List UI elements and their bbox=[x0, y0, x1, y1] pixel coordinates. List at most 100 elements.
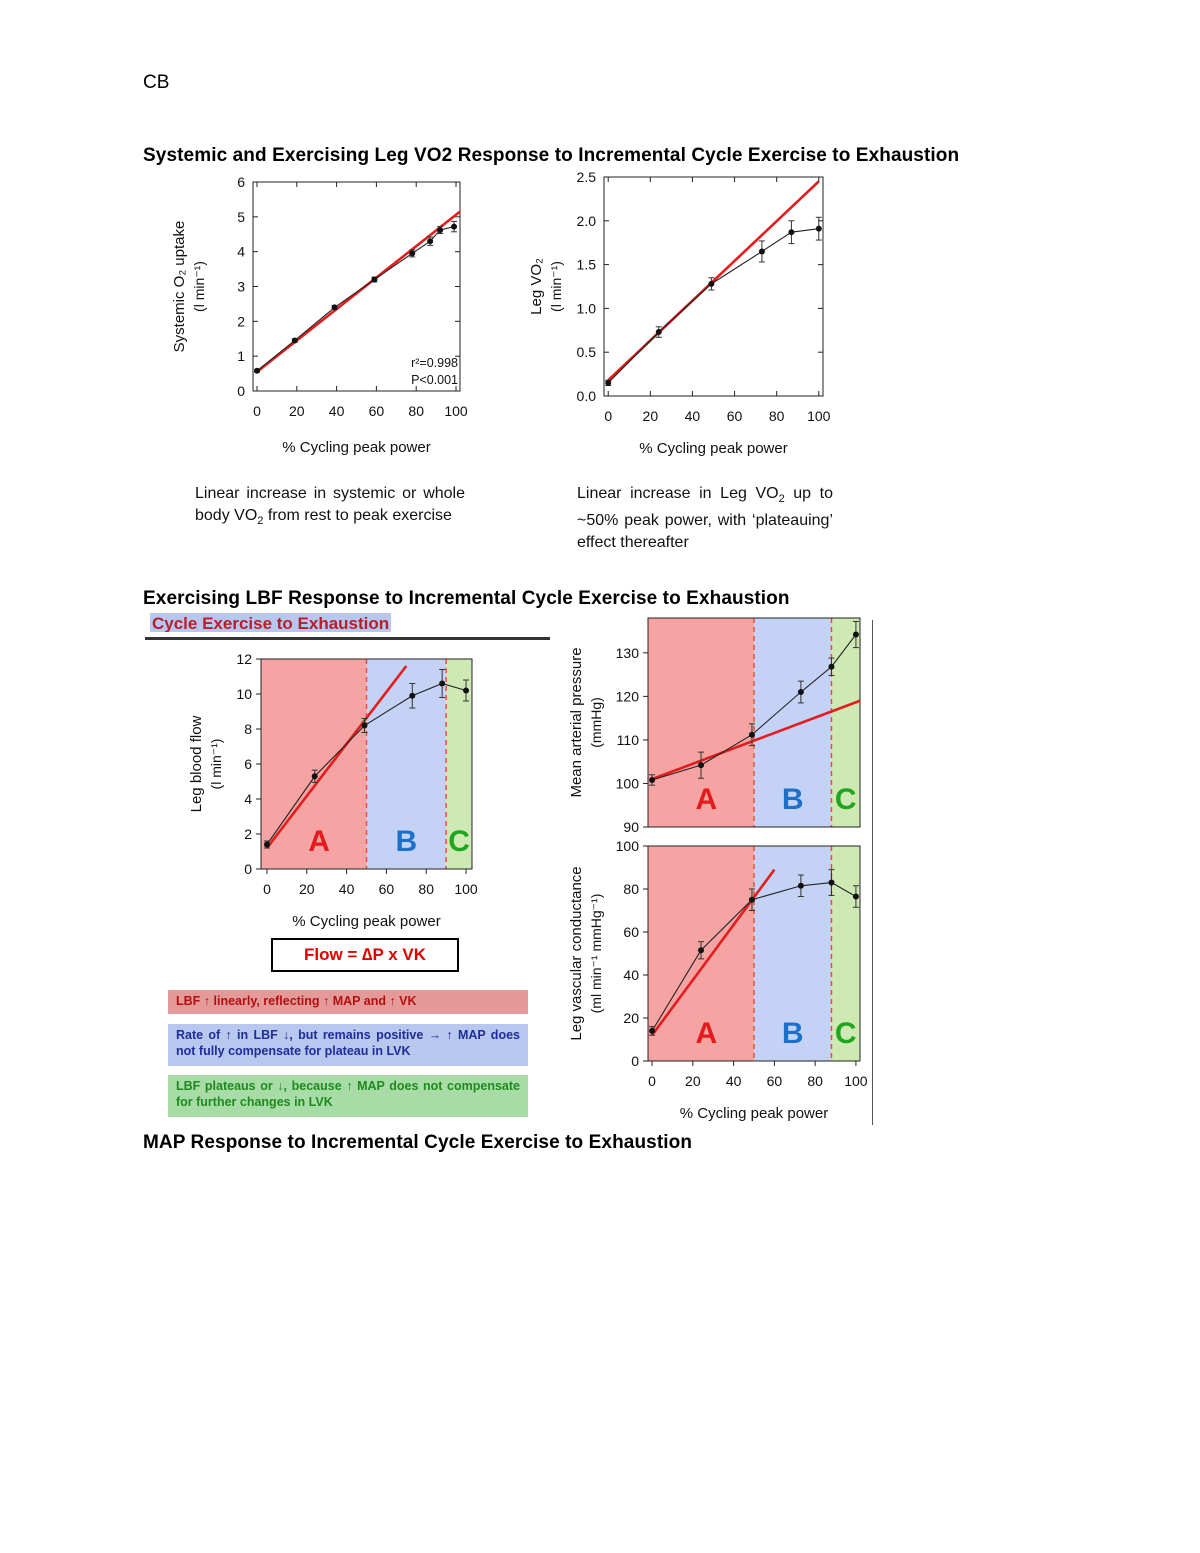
map-data-point bbox=[797, 689, 804, 696]
map-zone-a bbox=[648, 618, 754, 827]
lbf-x-tick-label: 60 bbox=[379, 881, 395, 897]
lvc-x-tick-label: 80 bbox=[807, 1073, 823, 1089]
systemic-y-tick-label: 6 bbox=[237, 174, 245, 190]
map-data-point bbox=[748, 731, 755, 738]
lvc-plot-frame bbox=[647, 845, 861, 1062]
map-zone-label-a: A bbox=[695, 783, 717, 816]
lvc-x-tick-label: 20 bbox=[685, 1073, 701, 1089]
map-y-tick-label: 130 bbox=[616, 645, 640, 661]
lbf-data-point bbox=[439, 680, 446, 687]
caption-leg-text-1: Linear increase in Leg VO bbox=[577, 485, 779, 502]
systemic-data-point bbox=[331, 304, 338, 311]
map-y-tick-label: 110 bbox=[617, 732, 640, 748]
map-y-tick-label: 100 bbox=[616, 775, 640, 791]
map-zone-label-c: C bbox=[835, 783, 857, 816]
systemic-x-tick-label: 0 bbox=[253, 403, 261, 419]
lbf-data-line bbox=[266, 682, 467, 845]
systemic-y-axis-units: (l min⁻¹) bbox=[191, 261, 207, 312]
map-data-point bbox=[698, 762, 704, 769]
systemic-y-tick-label: 3 bbox=[237, 279, 245, 295]
lvc-y-tick-label: 40 bbox=[623, 967, 639, 983]
systemic-y-axis-label: Systemic O₂ uptake bbox=[171, 221, 188, 353]
lbf-x-tick-label: 80 bbox=[418, 881, 434, 897]
systemic-stats-r2: r²=0.998 bbox=[411, 356, 458, 370]
lvc-y-axis-label: Leg vascular conductance bbox=[568, 866, 585, 1040]
leg_vo2-x-tick-label: 100 bbox=[807, 408, 831, 424]
heading-vo2: Systemic and Exercising Leg VO2 Response… bbox=[143, 145, 960, 166]
lbf-zone-label-a: A bbox=[308, 825, 330, 858]
leg_vo2-x-tick-label: 60 bbox=[727, 408, 743, 424]
lbf-zone-label-b: B bbox=[395, 825, 417, 858]
slide-divider bbox=[145, 637, 550, 640]
leg_vo2-plot-frame bbox=[603, 176, 824, 397]
systemic-y-tick-label: 0 bbox=[237, 383, 245, 399]
lbf-y-tick-label: 10 bbox=[236, 686, 252, 702]
leg_vo2-y-tick-label: 0.0 bbox=[577, 388, 597, 404]
lbf-x-axis-label: % Cycling peak power bbox=[292, 913, 440, 930]
caption-systemic-text-1: Linear increase in systemic or whole bod… bbox=[195, 485, 465, 524]
leg_vo2-x-tick-label: 0 bbox=[604, 408, 612, 424]
systemic-y-tick-label: 4 bbox=[237, 244, 245, 260]
systemic-stats-p: P<0.001 bbox=[411, 373, 458, 387]
map-data-line bbox=[651, 634, 857, 781]
systemic-data-point bbox=[409, 250, 416, 257]
slide-title-fragment: Cycle Exercise to Exhaustion bbox=[150, 613, 392, 632]
leg_vo2-y-axis-label: Leg VO₂ bbox=[528, 258, 545, 315]
map-data-point bbox=[828, 663, 835, 670]
leg_vo2-data-point bbox=[655, 329, 662, 336]
lbf-y-tick-label: 8 bbox=[244, 721, 252, 737]
systemic-x-tick-label: 100 bbox=[444, 403, 468, 419]
lbf-x-tick-label: 40 bbox=[339, 881, 355, 897]
lvc-data-point bbox=[698, 947, 704, 954]
systemic-data-point bbox=[371, 276, 378, 283]
leg-vascular-conductance-chart: A B C 0 20 40 60 80 100 0 20 40 60 80 100 % Cycling pea… bbox=[568, 840, 868, 1122]
lvc-x-axis-label: % Cycling peak power bbox=[680, 1105, 828, 1122]
map-y-axis-label: Mean arterial pressure bbox=[568, 647, 585, 797]
slide-right-border bbox=[872, 620, 873, 1125]
lvc-zone-label-a: A bbox=[695, 1017, 717, 1050]
band-c-note: LBF plateaus or ↓, because ↑ MAP does no… bbox=[168, 1075, 528, 1117]
lvc-y-tick-label: 0 bbox=[631, 1053, 639, 1069]
lvc-data-point bbox=[852, 893, 859, 900]
lbf-data-point bbox=[463, 687, 470, 694]
systemic-fit-line bbox=[256, 210, 461, 373]
lvc-data-point bbox=[828, 879, 835, 886]
systemic-x-axis-label: % Cycling peak power bbox=[282, 439, 430, 456]
lbf-y-tick-label: 2 bbox=[244, 826, 252, 842]
systemic-data-point bbox=[253, 367, 260, 374]
lbf-data-point bbox=[263, 841, 270, 848]
lbf-y-axis-label: Leg blood flow bbox=[188, 715, 205, 812]
lvc-data-point bbox=[748, 896, 755, 903]
caption-systemic-text-2: from rest to peak exercise bbox=[263, 507, 452, 524]
map-fit-line bbox=[651, 699, 861, 781]
lvc-y-tick-label: 20 bbox=[623, 1010, 639, 1026]
lbf-x-tick-label: 100 bbox=[454, 881, 478, 897]
leg_vo2-x-axis-label: % Cycling peak power bbox=[639, 440, 787, 457]
caption-leg-sub: 2 bbox=[778, 493, 785, 506]
lvc-x-tick-label: 100 bbox=[844, 1073, 868, 1089]
map-y-tick-label: 90 bbox=[623, 819, 639, 835]
heading-lbf: Exercising LBF Response to Incremental C… bbox=[143, 588, 790, 609]
systemic-y-tick-label: 1 bbox=[237, 348, 245, 364]
lbf-fit-line bbox=[265, 665, 408, 849]
lbf-y-tick-label: 4 bbox=[244, 791, 252, 807]
leg_vo2-y-axis-units: (l min⁻¹) bbox=[548, 261, 564, 312]
systemic-data-point bbox=[437, 227, 444, 234]
lbf-zone-c bbox=[446, 659, 472, 869]
map-data-point bbox=[649, 776, 656, 783]
systemic-x-tick-label: 40 bbox=[329, 403, 345, 419]
lbf-zone-b bbox=[366, 659, 447, 869]
lbf-y-tick-label: 6 bbox=[244, 756, 252, 772]
lvc-x-tick-label: 40 bbox=[726, 1073, 742, 1089]
leg_vo2-y-tick-label: 2.0 bbox=[577, 213, 597, 229]
heading-map: MAP Response to Incremental Cycle Exerci… bbox=[143, 1132, 693, 1153]
flow-equation-box: Flow = ∆P x VK bbox=[271, 938, 459, 972]
lbf-y-axis-units: (l min⁻¹) bbox=[208, 739, 224, 790]
lbf-y-tick-label: 12 bbox=[236, 651, 252, 667]
systemic-data-point bbox=[291, 337, 298, 344]
band-a-note: LBF ↑ linearly, reflecting ↑ MAP and ↑ V… bbox=[168, 990, 528, 1014]
leg_vo2-y-tick-label: 2.5 bbox=[577, 169, 597, 185]
lbf-y-tick-label: 0 bbox=[244, 861, 252, 877]
lvc-data-point bbox=[649, 1027, 656, 1034]
lbf-data-point bbox=[409, 692, 416, 699]
